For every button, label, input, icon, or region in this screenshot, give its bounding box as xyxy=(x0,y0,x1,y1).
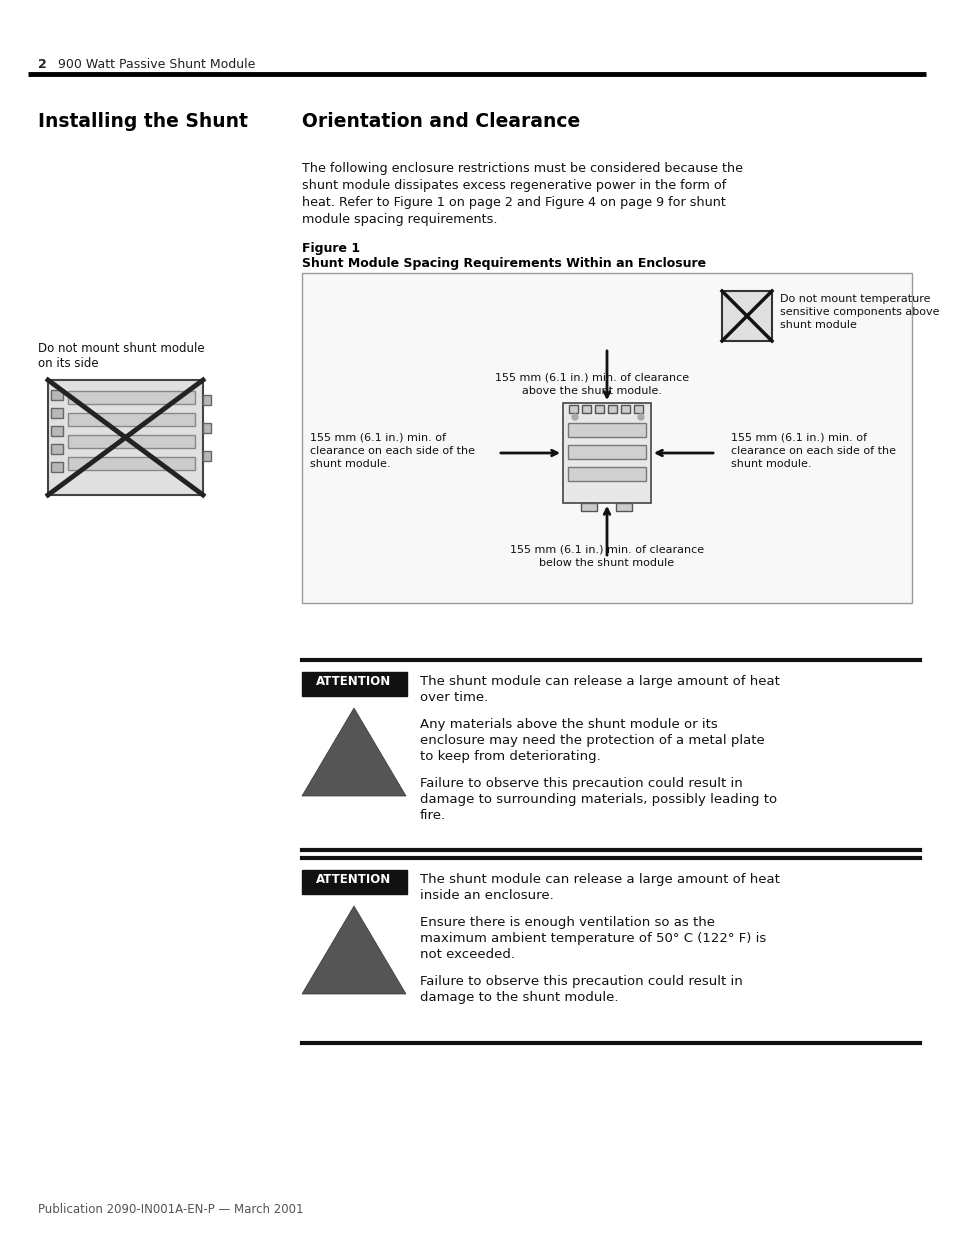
Bar xyxy=(581,405,590,412)
Polygon shape xyxy=(302,708,406,797)
Bar xyxy=(203,424,211,433)
Polygon shape xyxy=(302,906,406,994)
Text: damage to surrounding materials, possibly leading to: damage to surrounding materials, possibl… xyxy=(419,793,777,806)
Text: heat. Refer to Figure 1 on page 2 and Figure 4 on page 9 for shunt: heat. Refer to Figure 1 on page 2 and Fi… xyxy=(302,196,725,209)
Text: sensitive components above: sensitive components above xyxy=(780,308,939,317)
Text: Do not mount temperature: Do not mount temperature xyxy=(780,294,929,304)
Text: Ensure there is enough ventilation so as the: Ensure there is enough ventilation so as… xyxy=(419,916,714,929)
Bar xyxy=(68,412,194,426)
Bar xyxy=(616,503,631,511)
Text: clearance on each side of the: clearance on each side of the xyxy=(310,446,475,456)
Bar xyxy=(68,435,194,448)
Text: not exceeded.: not exceeded. xyxy=(419,948,515,961)
Bar xyxy=(562,403,650,503)
Text: on its side: on its side xyxy=(38,357,98,370)
Bar xyxy=(302,869,407,894)
Bar xyxy=(51,445,63,454)
Text: Failure to observe this precaution could result in: Failure to observe this precaution could… xyxy=(419,777,742,790)
Text: ATTENTION: ATTENTION xyxy=(316,676,392,688)
Bar xyxy=(203,395,211,405)
Bar xyxy=(51,426,63,436)
Circle shape xyxy=(638,414,643,420)
Bar xyxy=(607,405,617,412)
Text: Do not mount shunt module: Do not mount shunt module xyxy=(38,342,204,354)
Bar xyxy=(48,380,203,495)
Text: Publication 2090-IN001A-EN-P — March 2001: Publication 2090-IN001A-EN-P — March 200… xyxy=(38,1203,303,1216)
Bar xyxy=(620,405,629,412)
Text: The following enclosure restrictions must be considered because the: The following enclosure restrictions mus… xyxy=(302,162,742,175)
Text: enclosure may need the protection of a metal plate: enclosure may need the protection of a m… xyxy=(419,734,764,747)
Text: ATTENTION: ATTENTION xyxy=(316,873,392,885)
Text: 155 mm (6.1 in.) min. of clearance: 155 mm (6.1 in.) min. of clearance xyxy=(495,373,688,383)
Bar xyxy=(567,445,645,459)
Bar xyxy=(68,457,194,471)
Text: 2: 2 xyxy=(38,58,47,70)
Circle shape xyxy=(572,414,578,420)
Text: below the shunt module: below the shunt module xyxy=(538,558,674,568)
Text: fire.: fire. xyxy=(419,809,446,823)
Text: shunt module.: shunt module. xyxy=(730,459,811,469)
Text: The shunt module can release a large amount of heat: The shunt module can release a large amo… xyxy=(419,676,779,688)
Text: damage to the shunt module.: damage to the shunt module. xyxy=(419,990,618,1004)
Bar xyxy=(68,391,194,404)
Bar xyxy=(721,291,771,341)
Bar xyxy=(302,672,407,697)
Bar xyxy=(634,405,642,412)
Text: shunt module: shunt module xyxy=(780,320,856,330)
Bar xyxy=(580,503,597,511)
Text: Figure 1: Figure 1 xyxy=(302,242,359,254)
Text: Any materials above the shunt module or its: Any materials above the shunt module or … xyxy=(419,718,717,731)
Text: to keep from deteriorating.: to keep from deteriorating. xyxy=(419,750,600,763)
Text: Orientation and Clearance: Orientation and Clearance xyxy=(302,112,579,131)
Text: Installing the Shunt: Installing the Shunt xyxy=(38,112,248,131)
Bar xyxy=(568,405,578,412)
Text: shunt module dissipates excess regenerative power in the form of: shunt module dissipates excess regenerat… xyxy=(302,179,725,191)
Text: The shunt module can release a large amount of heat: The shunt module can release a large amo… xyxy=(419,873,779,885)
Text: 155 mm (6.1 in.) min. of clearance: 155 mm (6.1 in.) min. of clearance xyxy=(510,545,703,555)
Text: 155 mm (6.1 in.) min. of: 155 mm (6.1 in.) min. of xyxy=(730,433,866,443)
Text: shunt module.: shunt module. xyxy=(310,459,390,469)
Text: 155 mm (6.1 in.) min. of: 155 mm (6.1 in.) min. of xyxy=(310,433,446,443)
Bar xyxy=(51,390,63,400)
Text: Failure to observe this precaution could result in: Failure to observe this precaution could… xyxy=(419,974,742,988)
Bar xyxy=(567,424,645,437)
Text: over time.: over time. xyxy=(419,692,488,704)
Text: maximum ambient temperature of 50° C (122° F) is: maximum ambient temperature of 50° C (12… xyxy=(419,932,765,945)
Bar xyxy=(302,273,911,603)
Bar xyxy=(203,451,211,461)
Text: Shunt Module Spacing Requirements Within an Enclosure: Shunt Module Spacing Requirements Within… xyxy=(302,257,705,270)
Bar xyxy=(51,462,63,472)
Bar xyxy=(567,467,645,480)
Text: module spacing requirements.: module spacing requirements. xyxy=(302,212,497,226)
Text: clearance on each side of the: clearance on each side of the xyxy=(730,446,895,456)
Text: inside an enclosure.: inside an enclosure. xyxy=(419,889,553,902)
Bar xyxy=(51,408,63,417)
Text: 900 Watt Passive Shunt Module: 900 Watt Passive Shunt Module xyxy=(58,58,255,70)
Bar xyxy=(595,405,603,412)
Text: above the shunt module.: above the shunt module. xyxy=(521,387,661,396)
